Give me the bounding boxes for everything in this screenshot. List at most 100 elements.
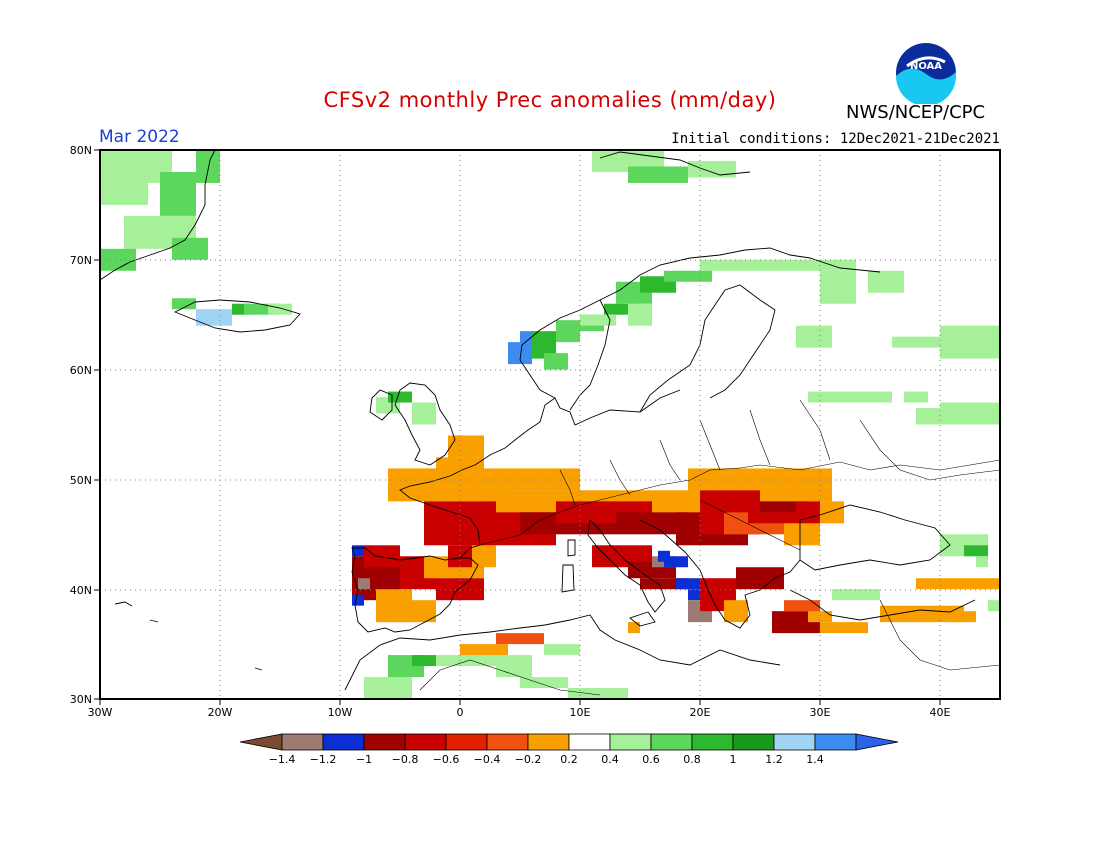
anomaly-cell [388, 391, 412, 403]
anomaly-cell [568, 688, 628, 699]
anomaly-cell [892, 336, 952, 348]
anomaly-cell [436, 578, 484, 601]
lat-label: 60N [70, 364, 92, 377]
anomaly-cell [820, 270, 856, 304]
anomaly-cell [808, 611, 832, 623]
legend-swatch [814, 733, 857, 751]
anomaly-cell [976, 556, 988, 568]
anomaly-cell [988, 600, 1000, 612]
anomaly-cell [916, 578, 1000, 590]
anomaly-cell [364, 545, 400, 568]
noaa-logo-icon: NOAA [896, 43, 956, 104]
lon-label: 10W [328, 706, 353, 719]
anomaly-cell [232, 303, 250, 315]
legend-tick-label: −1.4 [269, 753, 296, 766]
anomaly-cell [688, 589, 700, 601]
legend-swatch [445, 733, 488, 751]
lon-label: 40E [930, 706, 951, 719]
legend-swatch [650, 733, 693, 751]
anomaly-cell [544, 644, 580, 656]
anomaly-cell [352, 545, 364, 557]
anomaly-cell [364, 677, 412, 699]
anomaly-cell [760, 501, 808, 513]
lon-label: 30W [88, 706, 113, 719]
lon-label: 20E [690, 706, 711, 719]
anomaly-cell [724, 600, 748, 623]
legend-tick-label: 1.4 [806, 753, 824, 766]
color-legend: −1.4 −1.2 −1 −0.8 −0.6 −0.4 −0.2 0.2 0.4 0.6 0.8 1 1… [239, 733, 899, 766]
initial-conditions: Initial conditions: 12Dec2021-21Dec2021 [671, 131, 1000, 147]
chart-title: CFSv2 monthly Prec anomalies (mm/day) [323, 88, 777, 112]
anomaly-cell [724, 473, 820, 491]
legend-tick-label: −0.2 [515, 753, 542, 766]
anomaly-cell [664, 270, 712, 282]
anomaly-cell [556, 320, 580, 343]
anomaly-cell [808, 391, 868, 403]
anomaly-cell [940, 402, 1000, 414]
anomaly-cell [658, 550, 670, 562]
legend-arrow-right [855, 733, 899, 751]
agency-label: NWS/NCEP/CPC [846, 102, 986, 123]
legend-swatch [773, 733, 816, 751]
anomaly-cell [100, 248, 136, 271]
anomaly-cell [820, 622, 868, 634]
legend-tick-label: 0.6 [642, 753, 660, 766]
legend-swatch [568, 733, 611, 751]
map-area [100, 150, 1000, 699]
anomaly-cell [904, 391, 928, 403]
anomaly-cell [628, 622, 640, 634]
anomaly-cell [268, 303, 292, 315]
latitude-labels: 80N 70N 60N 50N 40N 30N [70, 144, 92, 706]
legend-tick-label: 0.8 [683, 753, 701, 766]
anomaly-cell [868, 391, 892, 403]
anomaly-cell [388, 600, 436, 623]
gridlines [100, 150, 1000, 699]
lat-label: 50N [70, 474, 92, 487]
legend-swatch [363, 733, 406, 751]
lat-label: 80N [70, 144, 92, 157]
anomaly-cell [172, 237, 208, 260]
anomaly-cell [496, 633, 544, 645]
map-frame [99, 149, 1001, 700]
anomaly-cell [964, 545, 988, 557]
anomaly-cell [412, 655, 436, 667]
legend-tick-label: 0.2 [560, 753, 578, 766]
anomaly-cell [352, 594, 364, 606]
legend-tick-label: 0.4 [601, 753, 619, 766]
anomaly-cell [664, 556, 688, 568]
anomaly-cell [796, 501, 820, 524]
anomaly-cell [484, 655, 532, 667]
legend-swatch [322, 733, 365, 751]
anomaly-cell [496, 666, 532, 678]
anomaly-cell [448, 435, 484, 458]
anomaly-cell [688, 160, 736, 178]
anomaly-cell [244, 303, 280, 315]
anomaly-cell [628, 303, 652, 326]
anomaly-cell [760, 259, 856, 271]
anomaly-cell [196, 309, 232, 326]
anomaly-cell [580, 314, 616, 326]
anomaly-cell [784, 600, 820, 612]
anomaly-cell [460, 644, 508, 656]
anomaly-cell [880, 605, 964, 623]
lat-label: 40N [70, 584, 92, 597]
anomaly-cell [796, 325, 832, 348]
anomaly-cell [160, 171, 196, 216]
lat-label: 70N [70, 254, 92, 267]
anomaly-cell [640, 578, 688, 590]
anomaly-cell [520, 677, 568, 689]
legend-tick-label: −1.2 [310, 753, 337, 766]
anomaly-cell [736, 567, 784, 590]
legend-swatch [486, 733, 529, 751]
anomaly-cell [172, 298, 196, 310]
anomaly-cell [544, 353, 568, 370]
legend-swatch [691, 733, 734, 751]
anomaly-cell [832, 589, 880, 601]
lat-label: 30N [70, 693, 92, 706]
anomaly-cell [508, 468, 580, 491]
lon-label: 0 [457, 706, 464, 719]
anomaly-cell [628, 166, 688, 183]
legend-tick-label: −0.6 [433, 753, 460, 766]
legend-tick-label: 1 [730, 753, 737, 766]
anomaly-cell [868, 270, 904, 293]
